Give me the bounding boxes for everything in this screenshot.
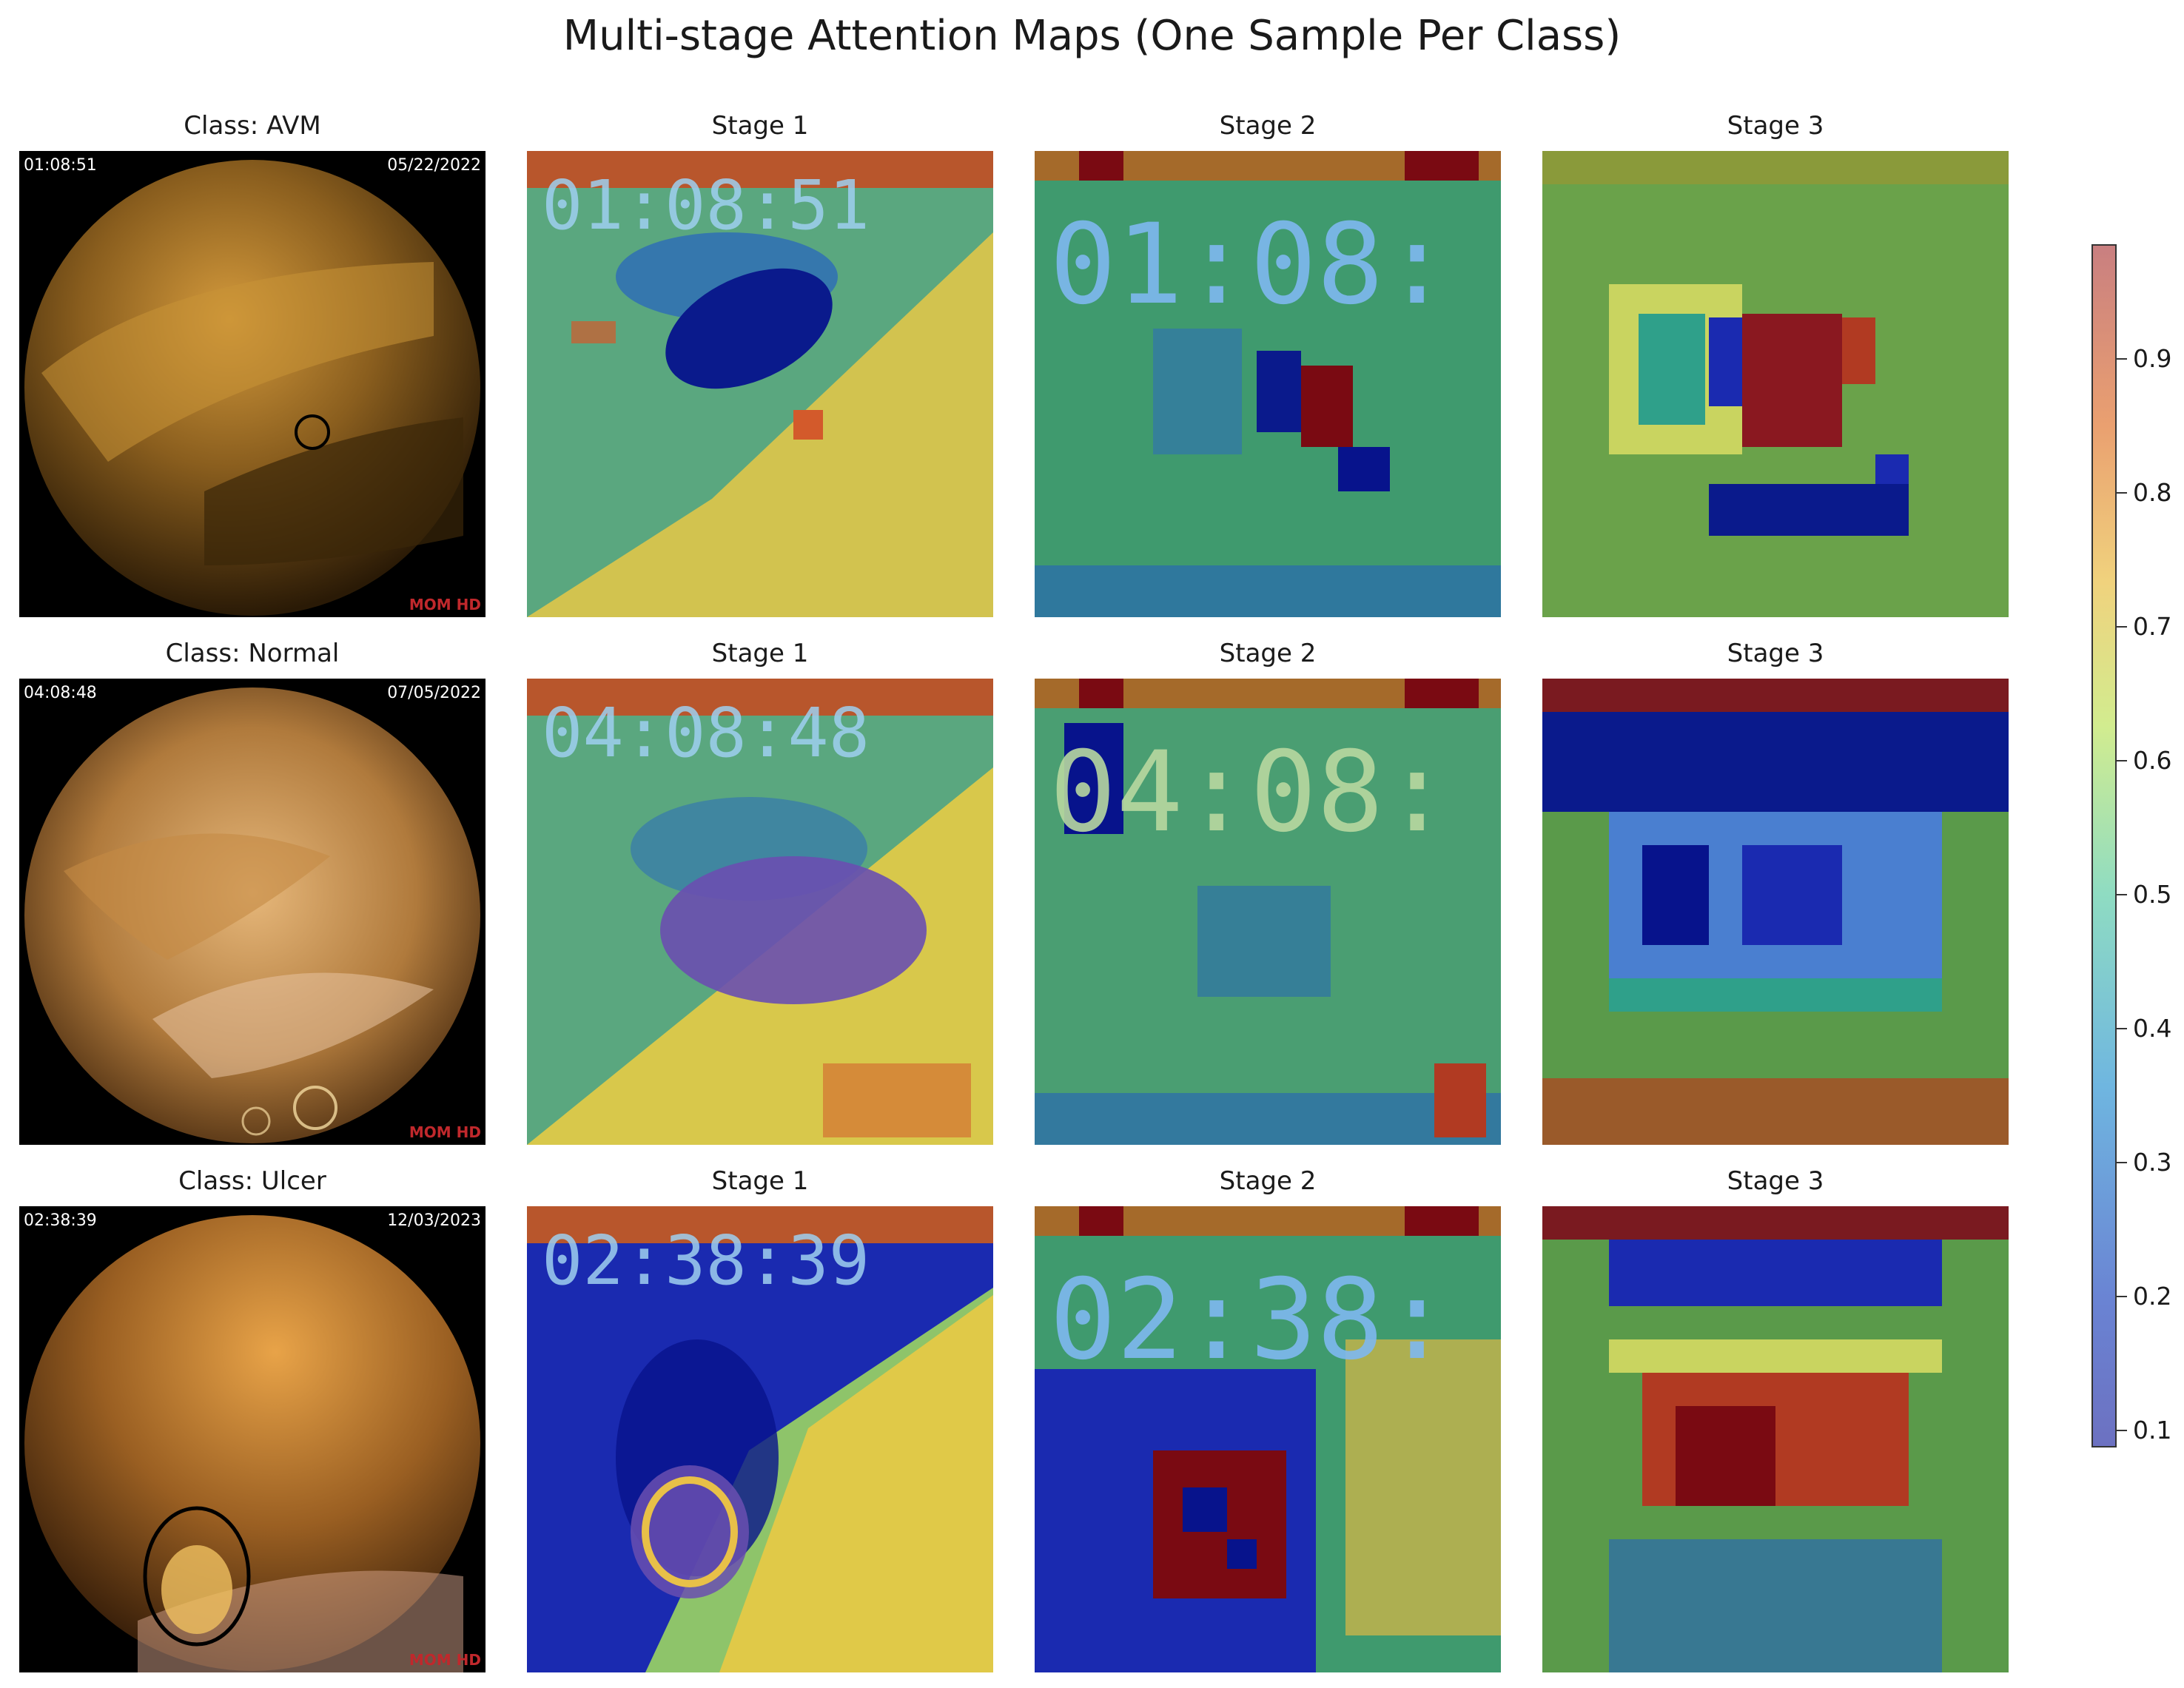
frame-date: 05/22/2022 — [387, 156, 481, 175]
stage-title-ulcer-1: Stage 1 — [711, 1166, 809, 1196]
colorbar-tick — [2117, 1430, 2127, 1431]
colorbar-tick-label: 0.9 — [2133, 344, 2172, 373]
colorbar-tick-label: 0.1 — [2133, 1416, 2172, 1445]
stage-title-avm-2: Stage 2 — [1219, 111, 1317, 141]
colorbar-tick — [2117, 492, 2127, 494]
colorbar-tick-label: 0.6 — [2133, 746, 2172, 775]
stage-title-normal-3: Stage 3 — [1727, 639, 1824, 668]
timestamp-overlay: 04:08:48 — [542, 693, 870, 773]
timestamp-overlay: 02:38:39 — [542, 1221, 870, 1300]
endoscopy-image-normal: 04:08:48 07/05/2022 MOM HD — [19, 679, 485, 1145]
timestamp-overlay: 04:08: — [1049, 728, 1451, 857]
colorbar-tick-label: 0.4 — [2133, 1014, 2172, 1043]
frame-timestamp: 02:38:39 — [24, 1211, 97, 1230]
frame-date: 07/05/2022 — [387, 684, 481, 702]
device-watermark: MOM HD — [409, 1123, 481, 1141]
colorbar-tick — [2117, 358, 2127, 360]
stage-title-ulcer-2: Stage 2 — [1219, 1166, 1317, 1196]
colorbar-tick — [2117, 760, 2127, 761]
lesion-circle — [295, 414, 330, 450]
attention-map-avm-stage2: 01:08: — [1035, 151, 1501, 617]
frame-timestamp: 01:08:51 — [24, 156, 97, 175]
class-title-normal: Class: Normal — [165, 639, 340, 668]
colorbar-tick-label: 0.8 — [2133, 478, 2172, 507]
colorbar-tick — [2117, 894, 2127, 895]
stage-title-normal-1: Stage 1 — [711, 639, 809, 668]
attention-map-ulcer-stage3 — [1542, 1206, 2009, 1672]
colorbar-tick — [2117, 626, 2127, 628]
timestamp-overlay: 02:38: — [1049, 1256, 1451, 1385]
attention-map-avm-stage1: 01:08:51 — [527, 151, 993, 617]
attention-map-normal-stage2: 04:08: — [1035, 679, 1501, 1145]
stage-title-avm-3: Stage 3 — [1727, 111, 1824, 141]
colorbar — [2091, 244, 2117, 1447]
figure-title: Multi-stage Attention Maps (One Sample P… — [562, 12, 1622, 60]
device-watermark: MOM HD — [409, 1651, 481, 1669]
colorbar-tick — [2117, 1162, 2127, 1163]
attention-map-normal-stage1: 04:08:48 — [527, 679, 993, 1145]
attention-map-ulcer-stage1: 02:38:39 — [527, 1206, 993, 1672]
lesion-ellipse — [143, 1506, 251, 1647]
colorbar-tick-label: 0.5 — [2133, 880, 2172, 909]
colorbar-tick — [2117, 1296, 2127, 1297]
endoscopy-image-ulcer: 02:38:39 12/03/2023 MOM HD — [19, 1206, 485, 1672]
attention-map-ulcer-stage2: 02:38: — [1035, 1206, 1501, 1672]
colorbar-tick-label: 0.2 — [2133, 1282, 2172, 1311]
timestamp-overlay: 01:08:51 — [542, 166, 870, 245]
class-title-avm: Class: AVM — [184, 111, 321, 141]
colorbar-tick-label: 0.3 — [2133, 1148, 2172, 1177]
attention-map-normal-stage3 — [1542, 679, 2009, 1145]
stage-title-normal-2: Stage 2 — [1219, 639, 1317, 668]
device-watermark: MOM HD — [409, 596, 481, 613]
class-title-ulcer: Class: Ulcer — [178, 1166, 326, 1196]
stage-title-avm-1: Stage 1 — [711, 111, 809, 141]
timestamp-overlay: 01:08: — [1049, 201, 1451, 329]
colorbar-tick — [2117, 1028, 2127, 1029]
frame-timestamp: 04:08:48 — [24, 684, 97, 702]
attention-map-avm-stage3 — [1542, 151, 2009, 617]
colorbar-tick-label: 0.7 — [2133, 612, 2172, 641]
frame-date: 12/03/2023 — [387, 1211, 481, 1230]
endoscopy-image-avm: 01:08:51 05/22/2022 MOM HD — [19, 151, 485, 617]
stage-title-ulcer-3: Stage 3 — [1727, 1166, 1824, 1196]
